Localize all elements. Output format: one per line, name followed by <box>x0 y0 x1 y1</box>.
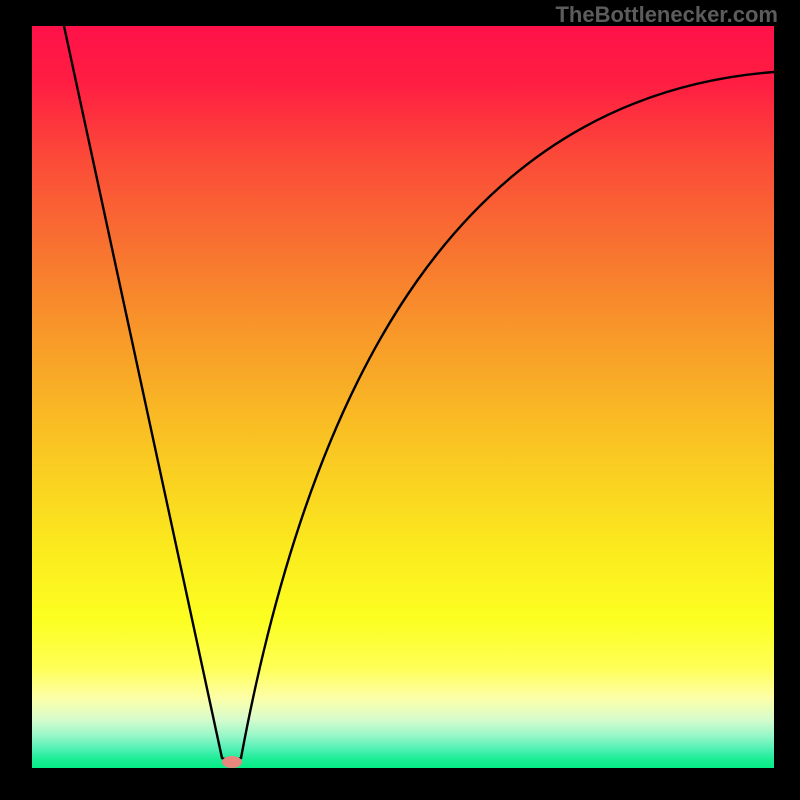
optimum-marker <box>222 756 242 768</box>
chart-container: TheBottlenecker.com <box>0 0 800 800</box>
watermark-text: TheBottlenecker.com <box>555 2 778 28</box>
bottleneck-curve-chart <box>32 26 774 768</box>
plot-area <box>32 26 774 768</box>
